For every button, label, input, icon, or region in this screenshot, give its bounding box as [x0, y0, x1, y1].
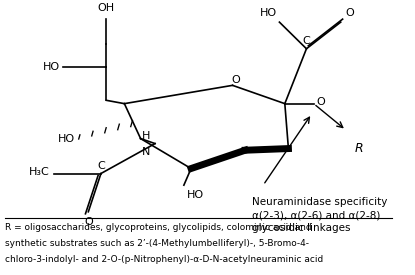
Text: N: N [142, 147, 150, 156]
Text: O: O [345, 8, 354, 18]
Text: H₃C: H₃C [29, 167, 49, 177]
Text: R: R [354, 142, 363, 155]
Text: HO: HO [187, 190, 204, 200]
Text: O: O [84, 217, 93, 227]
Text: HO: HO [57, 134, 75, 144]
Text: Neuraminidase specificity
α(2-3), α(2-6) and α(2-8)
glycosidic linkages: Neuraminidase specificity α(2-3), α(2-6)… [252, 197, 388, 233]
Text: HO: HO [259, 8, 276, 18]
Text: O: O [231, 75, 240, 85]
Text: H: H [142, 131, 150, 141]
Text: R = oligosaccharides, glycoproteins, glycolipids, colominic acid and: R = oligosaccharides, glycoproteins, gly… [5, 222, 311, 232]
Text: O: O [317, 97, 325, 107]
Text: chloro-3-indolyl- and 2-O-(p-Nitrophenyl)-α-D-N-acetylneuraminic acid: chloro-3-indolyl- and 2-O-(p-Nitrophenyl… [5, 255, 323, 263]
Text: C: C [303, 36, 310, 46]
Text: synthetic substrates such as 2’-(4-Methylumbelliferyl)-, 5-Bromo-4-: synthetic substrates such as 2’-(4-Methy… [5, 238, 309, 248]
Text: OH: OH [98, 3, 115, 13]
Text: C: C [97, 161, 105, 170]
Text: HO: HO [43, 62, 60, 72]
